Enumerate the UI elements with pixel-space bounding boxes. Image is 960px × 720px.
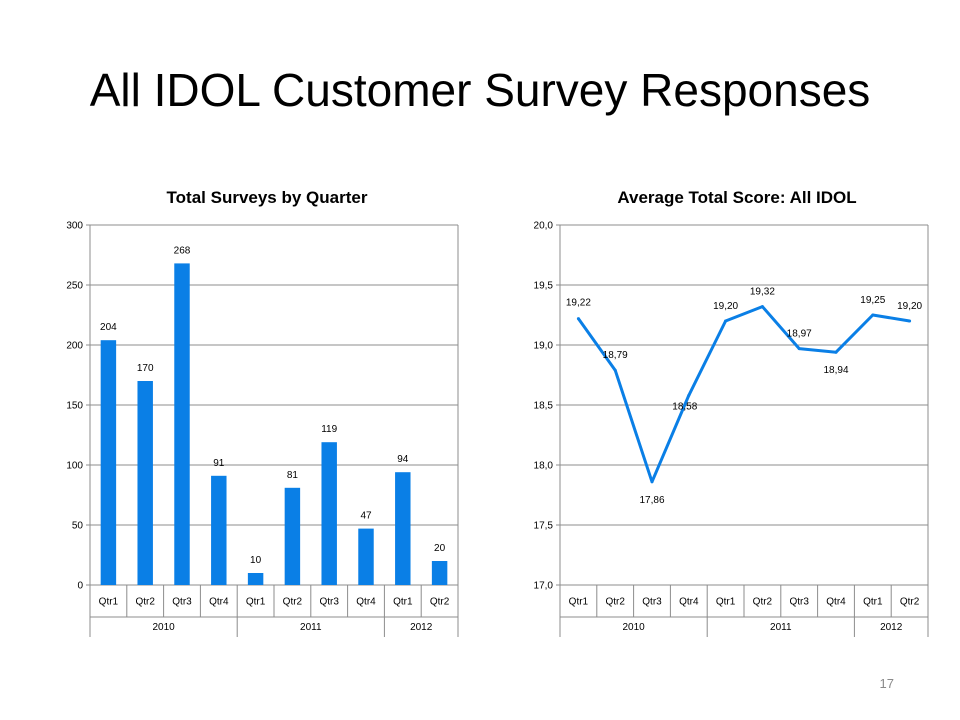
x-tick-label: Qtr4 — [209, 597, 229, 608]
x-tick-label: Qtr4 — [826, 597, 846, 608]
x-tick-label: Qtr1 — [246, 597, 266, 608]
x-tick-label: Qtr2 — [605, 597, 625, 608]
data-label: 20 — [434, 543, 446, 554]
data-point — [834, 350, 838, 354]
bar — [358, 528, 374, 585]
y-tick-label: 50 — [72, 521, 84, 532]
data-point — [908, 319, 912, 323]
y-tick-label: 0 — [77, 581, 83, 592]
x-tick-label: Qtr1 — [863, 597, 883, 608]
line-chart-average-score: Average Total Score: All IDOL 17,0 17,5 18,… — [480, 178, 950, 648]
x-tick-label: Qtr1 — [716, 597, 736, 608]
y-tick-label: 300 — [66, 221, 83, 232]
x-tick-label: Qtr2 — [283, 597, 303, 608]
bar — [100, 340, 117, 585]
bar — [395, 472, 411, 585]
y-tick-label: 20,0 — [534, 221, 554, 232]
data-label: 81 — [287, 470, 299, 481]
bar — [431, 561, 448, 585]
chart-title: Total Surveys by Quarter — [167, 188, 368, 207]
bar — [284, 487, 301, 585]
bar — [174, 263, 190, 585]
bar — [321, 442, 337, 585]
data-label: 18,79 — [603, 350, 628, 361]
data-label: 19,20 — [897, 301, 922, 312]
data-point — [650, 480, 654, 484]
y-tick-label: 250 — [66, 281, 83, 292]
data-label: 18,58 — [672, 401, 697, 412]
data-point — [687, 393, 691, 397]
x-tick-label: Qtr2 — [900, 597, 920, 608]
bar — [211, 475, 227, 585]
bar — [137, 381, 153, 585]
series-line — [577, 305, 910, 484]
slide-title: All IDOL Customer Survey Responses — [89, 64, 871, 116]
x-tick-label: Qtr3 — [642, 597, 662, 608]
x-tick-label: Qtr2 — [753, 597, 773, 608]
group-label: 2012 — [880, 622, 903, 633]
x-tick-label: Qtr1 — [99, 597, 119, 608]
data-label: 170 — [137, 363, 154, 374]
x-tick-label: Qtr3 — [789, 597, 809, 608]
group-label: 2010 — [152, 622, 175, 633]
group-label: 2011 — [300, 622, 322, 633]
data-label: 19,32 — [750, 287, 775, 298]
group-label: 2010 — [622, 622, 645, 633]
y-tick-label: 100 — [66, 461, 83, 472]
data-label: 94 — [397, 454, 409, 465]
data-label: 119 — [321, 424, 337, 435]
x-tick-label: Qtr4 — [356, 597, 376, 608]
y-tick-label: 18,0 — [534, 461, 554, 472]
data-label: 19,20 — [713, 301, 738, 312]
data-label: 19,22 — [566, 298, 591, 309]
x-tick-label: Qtr1 — [569, 597, 589, 608]
y-tick-label: 17,5 — [534, 521, 554, 532]
page-number: 17 — [879, 676, 894, 691]
group-label: 2011 — [770, 622, 792, 633]
chart-svg: Average Total Score: All IDOL 17,0 17,5 18,… — [534, 188, 929, 637]
data-point — [871, 313, 875, 317]
data-label: 19,25 — [860, 295, 885, 306]
data-point — [760, 305, 764, 309]
y-tick-label: 19,5 — [534, 281, 554, 292]
y-tick-label: 200 — [66, 341, 83, 352]
bar-chart-total-surveys: Total Surveys by Quarter 0 50 100 150 200 250 3… — [10, 178, 480, 648]
x-tick-label: Qtr2 — [430, 597, 450, 608]
data-label: 10 — [250, 555, 262, 566]
y-tick-label: 18,5 — [534, 401, 554, 412]
data-label: 47 — [360, 511, 372, 522]
x-tick-label: Qtr4 — [679, 597, 699, 608]
data-point — [613, 368, 617, 372]
y-tick-label: 150 — [66, 401, 83, 412]
x-tick-label: Qtr3 — [172, 597, 192, 608]
data-label: 17,86 — [639, 495, 664, 506]
y-tick-label: 17,0 — [534, 581, 554, 592]
data-label: 18,97 — [787, 329, 812, 340]
data-point — [576, 317, 580, 321]
data-point — [797, 347, 801, 351]
data-point — [724, 319, 728, 323]
x-tick-label: Qtr3 — [319, 597, 339, 608]
chart-title: Average Total Score: All IDOL — [617, 188, 856, 207]
bar — [247, 573, 264, 585]
x-tick-label: Qtr2 — [135, 597, 155, 608]
data-label: 91 — [213, 458, 225, 469]
data-label: 268 — [174, 245, 191, 256]
group-label: 2012 — [410, 622, 433, 633]
chart-svg: Total Surveys by Quarter 0 50 100 150 200 250 3… — [66, 188, 459, 637]
y-tick-label: 19,0 — [534, 341, 554, 352]
data-label: 18,94 — [823, 365, 848, 376]
x-tick-label: Qtr1 — [393, 597, 413, 608]
data-label: 204 — [100, 322, 117, 333]
